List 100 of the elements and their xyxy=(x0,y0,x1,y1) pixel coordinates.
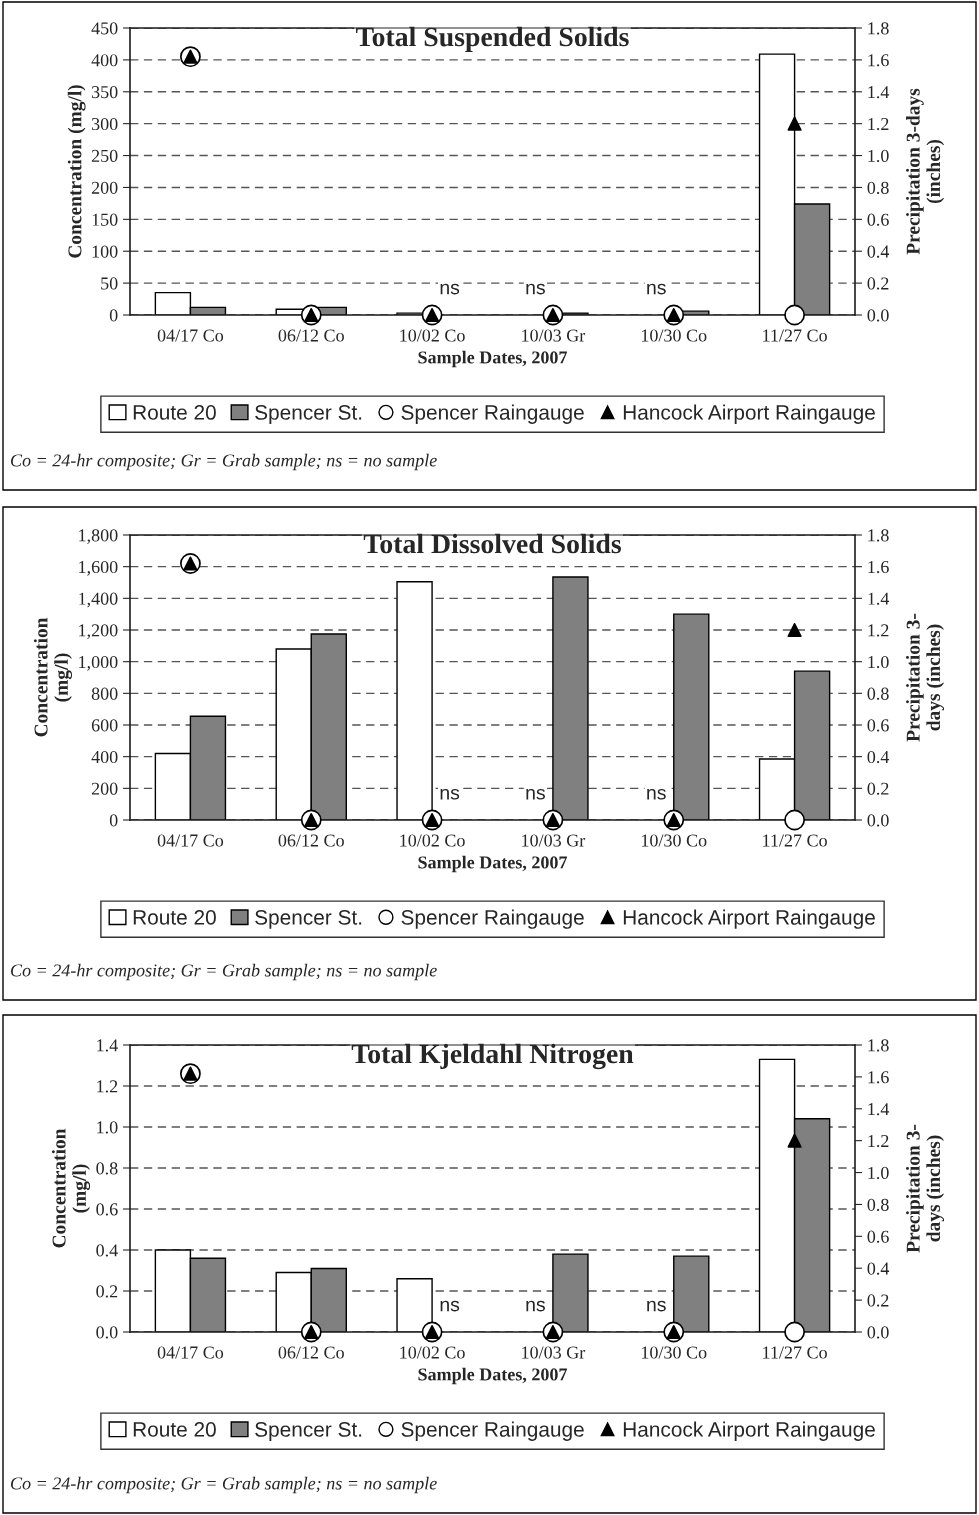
legend-label: Route 20 xyxy=(133,1422,216,1437)
x-axis-title: Sample Dates, 2007 xyxy=(418,855,568,873)
y-tick-label: 0 xyxy=(109,309,118,322)
y2-axis-title: Precipitation 3-days (inches) xyxy=(906,88,945,255)
y2-tick-label: 1.4 xyxy=(868,592,890,605)
legend-label: Spencer Raingauge xyxy=(401,909,584,929)
chart-title: Total Dissolved Solids xyxy=(363,533,621,554)
text: Co = 24-hr composite; Gr = Grab sample; ns = no sample xyxy=(11,1476,437,1494)
x-tick-label: 10/03 Gr xyxy=(522,329,586,342)
annotation: ns xyxy=(647,1300,666,1312)
y2-tick-label: 0.0 xyxy=(867,814,889,827)
y-tick-label: 1.2 xyxy=(97,1080,118,1093)
y2-tick-label: 0.6 xyxy=(867,1230,889,1243)
x-tick-label: 11/27 Co xyxy=(763,834,827,847)
point xyxy=(784,304,805,326)
legend-label: Route 20 xyxy=(133,910,216,925)
y-tick-label: 0.0 xyxy=(96,1326,118,1339)
legend-label: Spencer Raingauge xyxy=(401,1421,584,1441)
y-tick-label: 1,400 xyxy=(79,592,118,608)
point xyxy=(784,809,805,831)
y-tick-label: 600 xyxy=(91,719,118,732)
annotation: ns xyxy=(440,788,460,800)
y2-tick-label: 1.0 xyxy=(868,655,889,669)
y-tick-label: 400 xyxy=(91,750,118,764)
y2-tick-label: 0.2 xyxy=(867,277,889,290)
y-tick-label: 1,000 xyxy=(79,655,118,671)
y-tick-label: 1,200 xyxy=(79,624,118,640)
y2-tick-label: 1.0 xyxy=(868,1166,889,1180)
annotation: ns xyxy=(440,283,460,295)
y2-tick-label: 1.6 xyxy=(868,54,889,67)
x-tick-label: 11/27 Co xyxy=(763,329,827,342)
y-tick-label: 300 xyxy=(91,117,118,131)
y-tick-label: 50 xyxy=(101,277,118,290)
y2-tick-label: 1.2 xyxy=(868,117,889,131)
x-tick-label: 10/02 Co xyxy=(400,329,465,342)
y-tick-label: 1,600 xyxy=(79,560,118,576)
y-tick-label: 200 xyxy=(91,181,118,194)
y-tick-label: 0.8 xyxy=(96,1162,118,1175)
y-axis-title: Concentration (mg/l) xyxy=(51,1128,91,1248)
y-tick-label: 1,800 xyxy=(79,529,118,545)
y2-axis-title: Precipitation 3- days (inches) xyxy=(906,613,945,742)
x-tick-label: 10/03 Gr xyxy=(522,834,586,847)
y2-tick-label: 1.4 xyxy=(868,1103,890,1116)
annotation: ns xyxy=(647,788,666,800)
y2-tick-label: 0.4 xyxy=(867,750,890,764)
y2-tick-label: 0.4 xyxy=(867,1262,890,1275)
text: Co = 24-hr composite; Gr = Grab sample; ns = no sample xyxy=(11,453,437,471)
y-tick-label: 250 xyxy=(91,149,118,162)
y-tick-label: 400 xyxy=(91,54,118,67)
x-tick-label: 04/17 Co xyxy=(157,834,224,847)
y2-tick-label: 0.0 xyxy=(867,309,889,322)
y2-tick-label: 1.0 xyxy=(868,149,889,163)
y-tick-label: 150 xyxy=(92,213,118,226)
annotation: ns xyxy=(647,283,666,295)
x-tick-label: 10/03 Gr xyxy=(522,1346,586,1359)
y-tick-label: 450 xyxy=(91,22,118,35)
annotation: ns xyxy=(526,788,545,800)
y-tick-label: 0.2 xyxy=(96,1285,118,1298)
y2-tick-label: 1.2 xyxy=(868,624,889,637)
x-tick-label: 11/27 Co xyxy=(763,1346,827,1359)
y2-tick-label: 1.8 xyxy=(868,1039,889,1052)
y-tick-label: 200 xyxy=(91,782,118,795)
y-tick-label: 800 xyxy=(91,687,118,700)
y-tick-label: 0.6 xyxy=(96,1203,118,1216)
y2-axis-title: Precipitation 3- days (inches) xyxy=(906,1124,945,1253)
x-tick-label: 04/17 Co xyxy=(157,329,224,342)
y-axis-title: Concentration (mg/l) xyxy=(67,85,86,258)
y2-tick-label: 0.6 xyxy=(867,213,889,226)
x-tick-label: 04/17 Co xyxy=(157,1346,224,1359)
y-tick-label: 1.4 xyxy=(97,1039,118,1052)
y-tick-label: 1.0 xyxy=(97,1121,118,1134)
x-axis-title: Sample Dates, 2007 xyxy=(418,350,568,368)
y-tick-label: 100 xyxy=(92,245,118,258)
x-tick-label: 10/30 Co xyxy=(641,834,707,847)
y2-tick-label: 1.2 xyxy=(868,1134,889,1148)
chart-title: Total Kjeldahl Nitrogen xyxy=(351,1043,634,1070)
y-tick-label: 0.4 xyxy=(96,1244,118,1257)
y2-tick-label: 0.2 xyxy=(867,1294,889,1307)
y2-tick-label: 0.2 xyxy=(867,782,889,795)
point xyxy=(787,116,802,131)
y2-tick-label: 0.0 xyxy=(867,1326,889,1339)
x-tick-label: 06/12 Co xyxy=(278,329,344,342)
chart-title: Total Suspended Solids xyxy=(356,26,629,52)
legend-label: Spencer St. xyxy=(255,910,362,929)
y2-tick-label: 1.8 xyxy=(868,529,889,542)
y2-tick-label: 0.8 xyxy=(867,181,889,194)
annotation: ns xyxy=(440,1300,460,1312)
point xyxy=(784,1321,805,1343)
x-tick-label: 10/30 Co xyxy=(641,329,707,342)
y2-tick-label: 0.8 xyxy=(867,1198,889,1211)
y2-tick-label: 1.8 xyxy=(868,22,889,35)
legend-label: Hancock Airport Raingauge xyxy=(623,404,875,424)
y2-tick-label: 1.6 xyxy=(868,560,889,574)
x-tick-label: 06/12 Co xyxy=(278,834,344,847)
y2-tick-label: 1.6 xyxy=(868,1071,889,1084)
y-tick-label: 350 xyxy=(91,86,118,99)
y-tick-label: 0 xyxy=(109,814,118,827)
x-tick-label: 10/30 Co xyxy=(641,1346,707,1359)
x-tick-label: 10/02 Co xyxy=(400,834,465,847)
y-axis-title: Concentration (mg/l) xyxy=(33,617,73,737)
